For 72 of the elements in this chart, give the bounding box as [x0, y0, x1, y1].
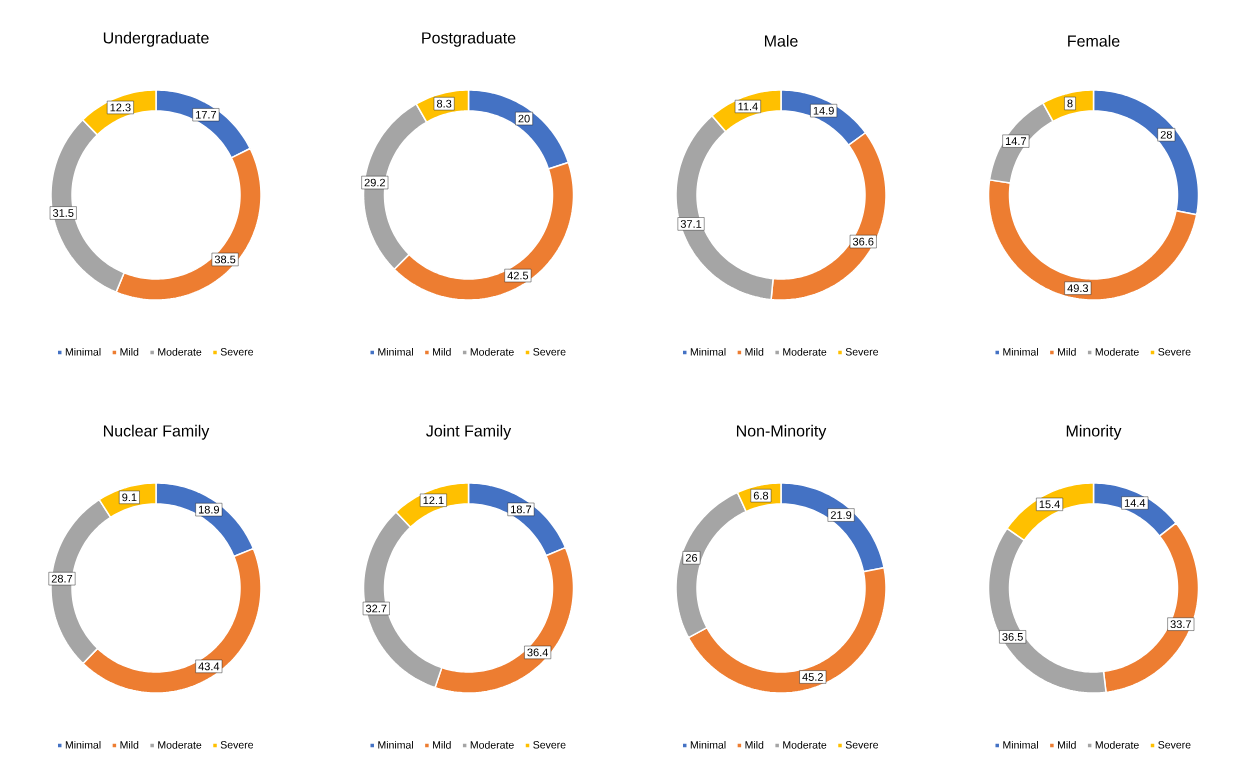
data-label: 14.4: [1124, 499, 1146, 507]
chart-title: Joint Family: [426, 424, 512, 440]
legend-label: Moderate: [158, 740, 202, 749]
chart-title: Female: [1068, 34, 1120, 47]
legend-label: Mild: [745, 740, 764, 749]
chart-title: Male: [764, 34, 798, 47]
legend-label: Minimal: [1003, 347, 1038, 356]
legend-label: Severe: [533, 348, 566, 356]
data-label: 38.5: [214, 255, 236, 264]
legend-label: Moderate: [1095, 740, 1139, 749]
legend-label: Minimal: [378, 740, 413, 749]
data-label: 36.4: [527, 648, 549, 657]
data-label: 49.3: [1067, 284, 1089, 293]
legend-label: Severe: [1158, 741, 1191, 749]
legend-label: Mild: [1058, 740, 1076, 749]
legend-label: Moderate: [783, 347, 827, 356]
data-label: 6.8: [753, 491, 769, 500]
legend-label: Mild: [120, 347, 139, 356]
chart-title: Undergraduate: [103, 31, 209, 47]
data-label: 8.3: [436, 99, 452, 108]
data-label: 11.4: [738, 102, 758, 111]
legend-label: Minimal: [690, 347, 726, 356]
chart-title: Non-Minority: [736, 424, 827, 440]
data-label: 36.5: [1002, 632, 1023, 641]
data-label: 37.1: [680, 220, 702, 228]
data-label: 20: [518, 114, 530, 123]
data-label: 32.7: [365, 604, 387, 613]
legend-label: Severe: [220, 348, 254, 356]
legend-label: Moderate: [470, 347, 514, 356]
legend-label: Mild: [120, 740, 139, 749]
data-label: 15.4: [1039, 500, 1060, 509]
chart-title: Postgraduate: [422, 31, 516, 47]
data-label: 36.6: [852, 237, 874, 246]
data-label: 12.3: [110, 103, 131, 112]
legend-label: Minimal: [65, 740, 101, 749]
legend-label: Moderate: [158, 347, 202, 356]
data-label: 21.9: [830, 511, 852, 519]
data-label: 18.9: [198, 505, 220, 514]
data-label: 14.7: [1005, 137, 1026, 145]
legend-label: Mild: [433, 740, 451, 749]
legend-label: Mild: [433, 347, 451, 356]
legend-label: Minimal: [65, 347, 101, 356]
legend-label: Severe: [533, 741, 566, 749]
data-label: 33.7: [1170, 620, 1191, 629]
data-label: 8: [1067, 99, 1073, 108]
data-label: 14.9: [813, 106, 834, 115]
data-label: 26: [685, 553, 698, 562]
data-label: 29.2: [364, 178, 385, 187]
legend-label: Mild: [1058, 347, 1076, 356]
data-label: 18.7: [511, 505, 532, 514]
data-label: 28.7: [51, 574, 73, 583]
chart-title: Nuclear Family: [103, 424, 210, 440]
legend-label: Severe: [845, 741, 879, 749]
data-label: 45.2: [802, 673, 823, 681]
data-label: 28: [1160, 130, 1172, 139]
data-label: 9.1: [122, 493, 137, 502]
legend-label: Severe: [220, 741, 254, 749]
legend-label: Minimal: [1003, 740, 1038, 749]
legend-label: Mild: [745, 347, 764, 356]
data-label: 43.4: [198, 662, 220, 671]
legend-label: Severe: [845, 348, 879, 356]
data-label: 12.1: [423, 496, 444, 505]
legend-label: Moderate: [783, 740, 827, 749]
data-label: 42.5: [507, 271, 529, 280]
legend-label: Minimal: [690, 740, 726, 749]
legend-label: Minimal: [378, 347, 413, 356]
chart-title: Minority: [1066, 424, 1122, 440]
data-label: 31.5: [52, 209, 74, 217]
legend-label: Moderate: [470, 740, 514, 749]
data-label: 17.7: [196, 110, 217, 119]
legend-label: Severe: [1158, 348, 1191, 356]
legend-label: Moderate: [1095, 347, 1139, 356]
